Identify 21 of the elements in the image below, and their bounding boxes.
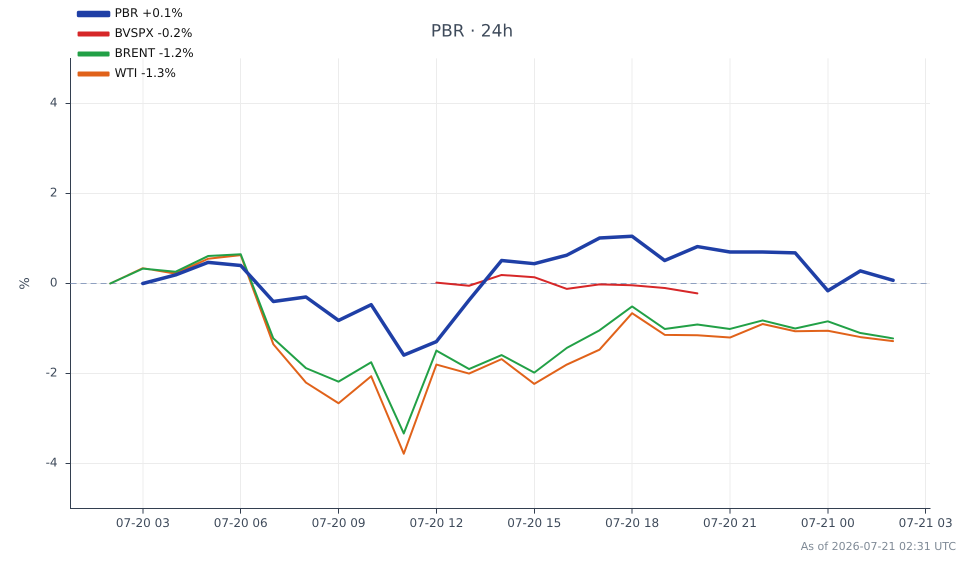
x-tick-label: 07-20 15 xyxy=(507,516,562,530)
y-tick-label: -4 xyxy=(46,456,58,470)
legend-label: PBR +0.1% xyxy=(114,6,183,20)
y-tick-label: -2 xyxy=(46,366,58,380)
x-tick-label: 07-20 03 xyxy=(116,516,170,530)
y-tick-label: 2 xyxy=(50,186,58,200)
y-tick-label: 4 xyxy=(50,96,58,110)
legend-label: BRENT -1.2% xyxy=(114,46,194,60)
chart-title: PBR · 24h xyxy=(430,22,514,42)
x-tick-label: 07-20 18 xyxy=(605,516,660,530)
x-tick-label: 07-20 09 xyxy=(312,516,366,530)
y-tick-label: 0 xyxy=(50,276,58,290)
text: As of 2026-07-21 02:31 UTC xyxy=(800,540,956,553)
x-tick-label: 07-20 21 xyxy=(702,516,757,530)
y-axis-title: % xyxy=(18,277,34,290)
x-tick-label: 07-20 12 xyxy=(409,516,464,530)
x-tick-label: 07-20 06 xyxy=(214,516,268,530)
legend-label: WTI -1.3% xyxy=(114,66,176,80)
legend-label: BVSPX -0.2% xyxy=(114,26,192,40)
x-tick-label: 07-21 03 xyxy=(898,516,953,530)
x-tick-label: 07-21 00 xyxy=(800,516,855,530)
